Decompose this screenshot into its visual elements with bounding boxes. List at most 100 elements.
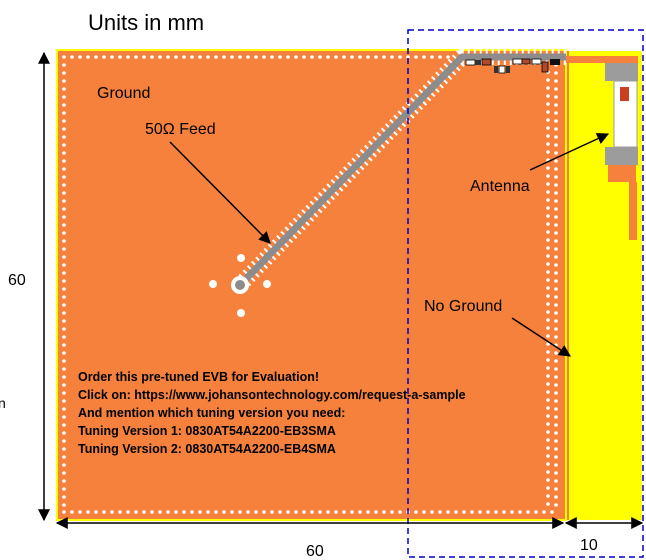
note-line: And mention which tuning version you nee… [78,406,345,420]
via [546,190,550,194]
via [550,510,554,514]
via [554,143,558,147]
via [358,510,362,514]
via [546,142,550,146]
via [554,119,558,123]
via [118,55,122,59]
via [270,510,274,514]
via [446,510,450,514]
via [326,55,330,59]
via [286,55,290,59]
via [554,431,558,435]
via [310,55,314,59]
via [126,55,130,59]
via [62,135,66,139]
via [182,510,186,514]
via [222,510,226,514]
via [62,415,66,419]
via [546,478,550,482]
via [62,319,66,323]
via [546,430,550,434]
via [546,222,550,226]
via [350,55,354,59]
via [254,55,258,59]
stray-char: n [0,395,6,411]
via [554,87,558,91]
via [554,279,558,283]
via [546,406,550,410]
feed-label: 50Ω Feed [145,121,216,138]
via [302,510,306,514]
via [62,391,66,395]
via [318,55,322,59]
via [546,278,550,282]
via [190,55,194,59]
via [546,310,550,314]
antenna-label: Antenna [470,178,530,195]
note-line: Click on: https://www.johansontechnology… [78,388,466,402]
via [62,239,66,243]
via [554,479,558,483]
via [554,407,558,411]
via [62,311,66,315]
via [554,303,558,307]
via [546,94,550,98]
via [546,366,550,370]
via [382,55,386,59]
via [554,391,558,395]
no-ground-callout-arrow [511,317,572,357]
via [470,510,474,514]
via [414,510,418,514]
via [390,55,394,59]
via [554,439,558,443]
via [62,111,66,115]
via [546,438,550,442]
via [374,510,378,514]
via [70,510,74,514]
via [554,471,558,475]
via [238,510,242,514]
via [62,71,66,75]
note-line: Order this pre-tuned EVB for Evaluation! [78,370,319,384]
via [62,119,66,123]
via [190,510,194,514]
via [174,510,178,514]
via [134,510,138,514]
via [526,510,530,514]
units-title: Units in mm [88,10,204,35]
via [554,455,558,459]
via [166,510,170,514]
via [62,455,66,459]
via [554,135,558,139]
via [62,79,66,83]
via [546,422,550,426]
via [546,182,550,186]
via [546,486,550,490]
via [430,55,434,59]
via [554,287,558,291]
via [158,510,162,514]
via [554,415,558,419]
via [62,359,66,363]
via [358,55,362,59]
via [342,55,346,59]
via [94,55,98,59]
via [554,383,558,387]
via [554,175,558,179]
via [238,55,242,59]
via [554,183,558,187]
via [62,199,66,203]
via [62,335,66,339]
via [230,55,234,59]
via [142,55,146,59]
via [534,510,538,514]
via [294,510,298,514]
via [546,302,550,306]
via [62,463,66,467]
via [454,510,458,514]
via [554,191,558,195]
via [62,215,66,219]
via [546,334,550,338]
via [546,462,550,466]
via [546,270,550,274]
